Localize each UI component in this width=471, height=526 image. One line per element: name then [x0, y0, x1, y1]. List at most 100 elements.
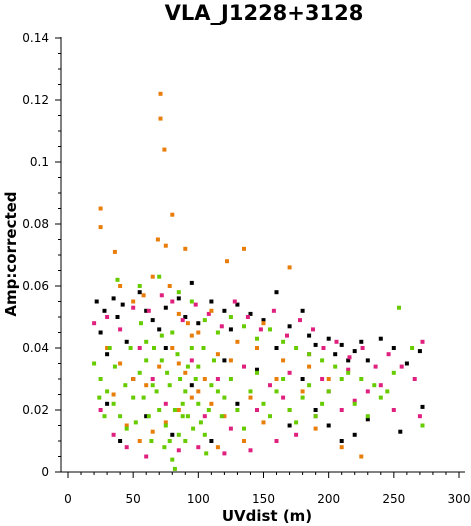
scatter-point [228, 377, 233, 381]
scatter-point [300, 308, 305, 313]
scatter-point [333, 352, 338, 357]
scatter-point [281, 395, 286, 400]
scatter-point [313, 408, 318, 412]
scatter-point [307, 352, 312, 357]
scatter-point [137, 346, 142, 350]
scatter-point [170, 457, 175, 462]
scatter-point [378, 383, 383, 388]
scatter-point [111, 401, 116, 406]
scatter-point [204, 451, 209, 456]
y-tick-label: 0.06 [22, 279, 49, 293]
scatter-point [215, 377, 220, 381]
scatter-point [111, 432, 116, 437]
scatter-point [215, 389, 220, 394]
scatter-point [92, 361, 97, 366]
x-axis-label: UVdist (m) [222, 507, 312, 525]
scatter-point [365, 414, 370, 419]
scatter-point [150, 383, 155, 388]
scatter-point [334, 339, 339, 344]
scatter-point [339, 342, 344, 347]
scatter-point [339, 377, 344, 381]
scatter-point [248, 311, 253, 316]
scatter-point [137, 290, 142, 295]
scatter-point [268, 383, 272, 388]
scatter-point [232, 299, 237, 304]
scatter-point [235, 302, 240, 307]
scatter-point [320, 358, 325, 363]
scatter-point [352, 432, 357, 437]
scatter-point [150, 318, 155, 323]
scatter-point [170, 330, 175, 335]
scatter-point [170, 346, 175, 350]
scatter-point [176, 448, 181, 453]
x-tick-label: 50 [126, 492, 141, 506]
scatter-point [215, 330, 220, 335]
scatter-point [268, 414, 272, 419]
scatter-point [365, 417, 370, 422]
scatter-point [209, 401, 214, 406]
scatter-point [307, 364, 312, 369]
scatter-point [98, 377, 103, 381]
x-axis: 0 50 100 150 200 250 300 [64, 472, 470, 506]
scatter-point [320, 401, 325, 406]
scatter-point [261, 321, 266, 326]
scatter-point [175, 352, 180, 357]
scatter-point [225, 259, 229, 264]
scatter-point [183, 315, 188, 319]
scatter-point [202, 318, 207, 323]
scatter-point [209, 308, 214, 313]
scatter-point [154, 389, 159, 394]
scatter-point [352, 349, 357, 354]
x-tick-label: 0 [64, 492, 72, 506]
scatter-point [141, 293, 146, 298]
scatter-point [360, 346, 365, 350]
scatter-point [167, 284, 172, 288]
scatter-point [149, 439, 154, 443]
scatter-point [180, 318, 185, 323]
scatter-point [183, 370, 188, 375]
scatter-point [397, 305, 401, 310]
scatter-point [359, 454, 364, 459]
scatter-point [202, 432, 207, 437]
scatter-point [118, 327, 123, 332]
scatter-point [112, 364, 117, 369]
scatter-point [300, 389, 305, 394]
scatter-point [105, 352, 110, 357]
scatter-point [157, 274, 162, 279]
scatter-point [206, 311, 211, 316]
scatter-point [158, 91, 163, 96]
scatter-point [172, 466, 177, 471]
scatter-point [165, 370, 170, 375]
scatter-point [191, 426, 196, 431]
scatter-point [196, 445, 201, 450]
scatter-point [167, 383, 172, 388]
scatter-point [281, 339, 286, 344]
scatter-point [131, 395, 136, 400]
y-axis: 0 0.02 0.04 0.06 0.08 0.1 0.12 0.14 [22, 31, 61, 479]
scatter-point [124, 445, 129, 450]
scatter-point [274, 346, 279, 350]
scatter-point [155, 237, 160, 242]
plot-area [60, 37, 465, 473]
scatter-point [144, 383, 149, 388]
scatter-point [201, 346, 206, 350]
scatter-point [399, 364, 404, 369]
scatter-point [189, 346, 194, 350]
scatter-point [157, 364, 162, 369]
scatter-point [157, 327, 162, 332]
scatter-point [176, 290, 181, 295]
scatter-point [202, 377, 207, 381]
scatter-point [163, 346, 168, 350]
scatter-point [202, 414, 207, 419]
scatter-point [378, 395, 383, 400]
scatter-point [185, 364, 190, 369]
scatter-point [255, 346, 259, 350]
scatter-point [313, 414, 318, 419]
scatter-point [178, 377, 183, 381]
scatter-point [131, 377, 136, 381]
scatter-point [124, 426, 129, 431]
scatter-point [98, 225, 103, 230]
scatter-point [124, 423, 129, 428]
scatter-point [300, 395, 305, 400]
scatter-point [146, 414, 151, 419]
